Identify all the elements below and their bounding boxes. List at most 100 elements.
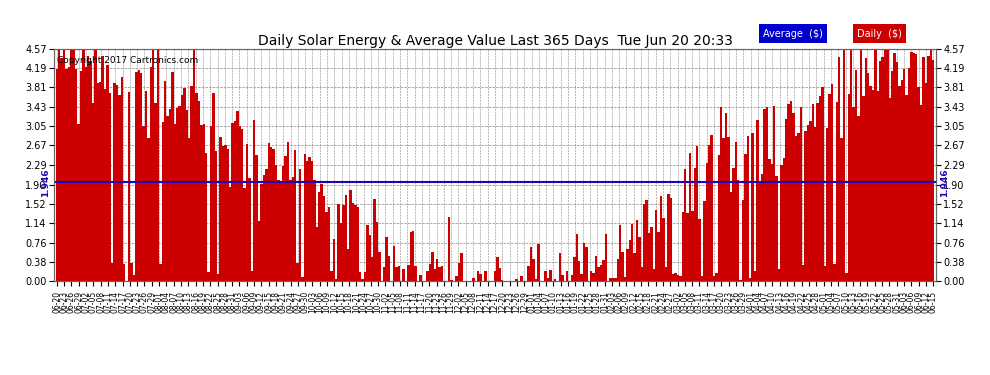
- Bar: [439, 267, 441, 281]
- Bar: [797, 134, 800, 281]
- Bar: [886, 49, 889, 281]
- Bar: [427, 272, 429, 281]
- Bar: [229, 187, 232, 281]
- Bar: [195, 93, 198, 281]
- Bar: [484, 271, 486, 281]
- Bar: [205, 153, 207, 281]
- Bar: [571, 275, 573, 281]
- Bar: [330, 272, 333, 281]
- Bar: [647, 233, 650, 281]
- Bar: [631, 224, 634, 281]
- Bar: [903, 69, 906, 281]
- Bar: [472, 278, 474, 281]
- Bar: [164, 81, 166, 281]
- Bar: [131, 263, 133, 281]
- Bar: [812, 104, 814, 281]
- Bar: [521, 276, 523, 281]
- Bar: [126, 280, 128, 281]
- Bar: [701, 276, 703, 281]
- Bar: [111, 263, 114, 281]
- Bar: [338, 204, 340, 281]
- Bar: [720, 107, 723, 281]
- Bar: [896, 62, 898, 281]
- Bar: [60, 58, 63, 281]
- Bar: [193, 49, 195, 281]
- Bar: [118, 95, 121, 281]
- Text: Daily  ($): Daily ($): [856, 28, 902, 39]
- Bar: [494, 271, 496, 281]
- Bar: [373, 199, 376, 281]
- Bar: [516, 279, 518, 281]
- Bar: [872, 90, 874, 281]
- Bar: [72, 49, 75, 281]
- Bar: [181, 95, 183, 281]
- Bar: [684, 169, 686, 281]
- Text: Average  ($): Average ($): [763, 28, 823, 39]
- Bar: [169, 110, 171, 281]
- Bar: [294, 150, 296, 281]
- Bar: [140, 73, 143, 281]
- Bar: [585, 247, 588, 281]
- Bar: [538, 244, 540, 281]
- Bar: [677, 274, 679, 281]
- Bar: [756, 120, 758, 281]
- Bar: [173, 124, 176, 281]
- Bar: [915, 54, 918, 281]
- Bar: [279, 183, 282, 281]
- Bar: [879, 61, 881, 281]
- Bar: [841, 138, 842, 281]
- Bar: [842, 49, 845, 281]
- Bar: [549, 270, 551, 281]
- Bar: [691, 211, 694, 281]
- Bar: [845, 273, 847, 281]
- Bar: [925, 82, 927, 281]
- Bar: [901, 80, 903, 281]
- Bar: [703, 201, 706, 281]
- Bar: [434, 269, 436, 281]
- Bar: [455, 276, 457, 281]
- Bar: [891, 70, 893, 281]
- Bar: [857, 116, 859, 281]
- Bar: [89, 61, 92, 281]
- Bar: [287, 142, 289, 281]
- Bar: [270, 147, 272, 281]
- Bar: [321, 184, 323, 281]
- Bar: [106, 65, 109, 281]
- Bar: [634, 253, 636, 281]
- Bar: [410, 232, 412, 281]
- Bar: [166, 116, 169, 281]
- Bar: [354, 205, 356, 281]
- Bar: [775, 176, 778, 281]
- Bar: [457, 263, 460, 281]
- Bar: [839, 57, 841, 281]
- Bar: [746, 136, 749, 281]
- Bar: [363, 272, 366, 281]
- Bar: [398, 266, 400, 281]
- Bar: [644, 204, 645, 281]
- Bar: [284, 156, 287, 281]
- Bar: [145, 91, 148, 281]
- Bar: [368, 236, 371, 281]
- Bar: [340, 223, 343, 281]
- Bar: [246, 144, 248, 281]
- Bar: [787, 104, 790, 281]
- Bar: [624, 278, 627, 281]
- Bar: [116, 86, 118, 281]
- Bar: [566, 272, 568, 281]
- Bar: [852, 108, 855, 281]
- Bar: [535, 279, 538, 281]
- Bar: [133, 274, 135, 281]
- Bar: [753, 272, 756, 281]
- Bar: [600, 265, 602, 281]
- Bar: [636, 220, 639, 281]
- Bar: [561, 275, 563, 281]
- Bar: [63, 49, 65, 281]
- Bar: [222, 146, 224, 281]
- Bar: [84, 66, 87, 281]
- Bar: [58, 49, 60, 281]
- Bar: [359, 272, 361, 281]
- Bar: [768, 159, 770, 281]
- Bar: [824, 266, 826, 281]
- Bar: [304, 154, 306, 281]
- Bar: [558, 253, 561, 281]
